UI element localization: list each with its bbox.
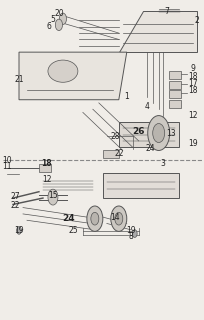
Bar xyxy=(169,81,181,89)
Text: 7: 7 xyxy=(164,7,169,16)
Text: 21: 21 xyxy=(14,75,24,84)
Bar xyxy=(169,100,181,108)
Text: 19: 19 xyxy=(14,226,24,235)
Text: 28: 28 xyxy=(110,132,120,141)
Text: 19: 19 xyxy=(126,226,136,235)
Polygon shape xyxy=(119,11,197,52)
Circle shape xyxy=(111,206,127,231)
Text: 11: 11 xyxy=(2,162,12,171)
Text: 25: 25 xyxy=(68,226,78,235)
Text: 13: 13 xyxy=(166,130,175,139)
Polygon shape xyxy=(103,173,179,198)
Text: 9: 9 xyxy=(190,63,195,73)
Text: 6: 6 xyxy=(47,22,51,31)
Text: 1: 1 xyxy=(124,92,129,101)
Text: 18: 18 xyxy=(188,72,197,81)
Circle shape xyxy=(59,13,67,25)
Text: 10: 10 xyxy=(2,156,12,165)
Text: 8: 8 xyxy=(128,232,133,241)
Circle shape xyxy=(87,206,103,231)
Text: 2: 2 xyxy=(194,16,199,25)
Circle shape xyxy=(132,230,137,237)
Text: 17: 17 xyxy=(188,79,197,88)
Bar xyxy=(39,164,51,172)
Circle shape xyxy=(91,212,99,225)
Bar xyxy=(103,150,119,158)
Text: 3: 3 xyxy=(160,159,165,168)
Text: 19: 19 xyxy=(188,139,197,148)
Circle shape xyxy=(148,116,170,150)
Text: 5: 5 xyxy=(51,15,55,24)
Bar xyxy=(169,71,181,79)
Text: 22: 22 xyxy=(10,202,20,211)
Polygon shape xyxy=(19,52,127,100)
Text: 20: 20 xyxy=(54,9,64,18)
Circle shape xyxy=(153,124,165,142)
Circle shape xyxy=(55,19,62,31)
Text: 24: 24 xyxy=(63,214,75,223)
Text: 14: 14 xyxy=(110,213,120,222)
Text: 4: 4 xyxy=(144,102,149,111)
Bar xyxy=(169,90,181,98)
Text: 22: 22 xyxy=(114,149,124,158)
Text: 12: 12 xyxy=(42,175,52,184)
Text: 18: 18 xyxy=(188,86,197,95)
Text: 27: 27 xyxy=(10,192,20,201)
Ellipse shape xyxy=(48,60,78,82)
Polygon shape xyxy=(119,122,179,147)
Text: 26: 26 xyxy=(133,127,145,136)
Circle shape xyxy=(48,189,58,205)
Text: 18: 18 xyxy=(42,159,52,168)
Circle shape xyxy=(115,212,123,225)
Text: 24: 24 xyxy=(146,144,155,153)
Text: 12: 12 xyxy=(188,111,197,120)
Text: 15: 15 xyxy=(48,191,58,200)
Circle shape xyxy=(17,227,21,234)
